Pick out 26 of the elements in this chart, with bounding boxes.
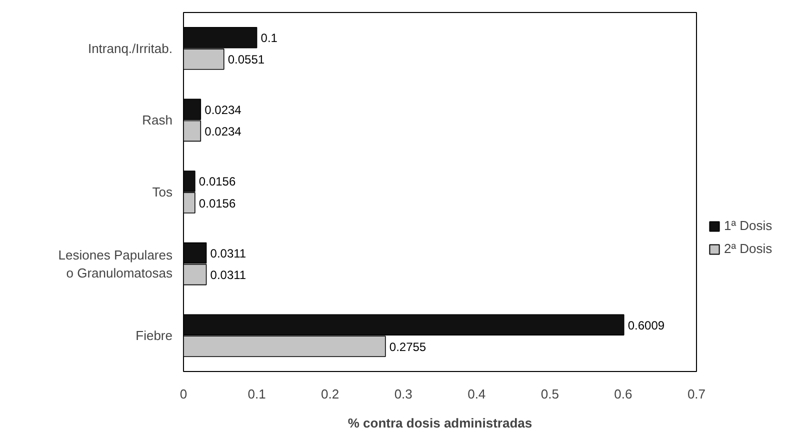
- x-tick-label: 0.2: [321, 386, 340, 402]
- data-label: 0.1: [260, 31, 278, 46]
- data-label: 0.0311: [210, 268, 246, 282]
- x-tick-label: 0.3: [394, 386, 412, 402]
- data-label: 0.0551: [228, 52, 265, 67]
- legend-label: 2ª Dosis: [724, 241, 772, 256]
- data-label: 0.2755: [389, 340, 426, 354]
- x-tick-label: 0.5: [540, 386, 559, 402]
- data-label: 0.0156: [198, 174, 236, 189]
- data-label: 0.0156: [198, 196, 236, 210]
- x-tick-label: 0.6: [614, 386, 632, 402]
- data-label: 0.0234: [204, 102, 242, 117]
- y-tick-label: Intranq./Irritab.: [88, 40, 173, 56]
- x-tick-label: 0.4: [468, 386, 486, 402]
- y-tick-label: Fiebre: [136, 328, 173, 344]
- data-label: 0.0311: [210, 246, 246, 261]
- data-label: 0.0234: [204, 124, 242, 138]
- x-tick-label: 0.1: [248, 386, 266, 402]
- y-tick-label: Tos: [152, 184, 173, 200]
- x-tick-label: 0: [180, 386, 188, 402]
- x-tick-label: 0.7: [687, 386, 706, 402]
- x-axis-title: % contra dosis administradas: [348, 416, 532, 430]
- legend-label: 1ª Dosis: [724, 218, 772, 233]
- y-tick-label: Lesiones Papulares o Granulomatosas: [58, 247, 173, 280]
- data-label: 0.6009: [628, 318, 665, 332]
- y-tick-label: Rash: [142, 112, 173, 128]
